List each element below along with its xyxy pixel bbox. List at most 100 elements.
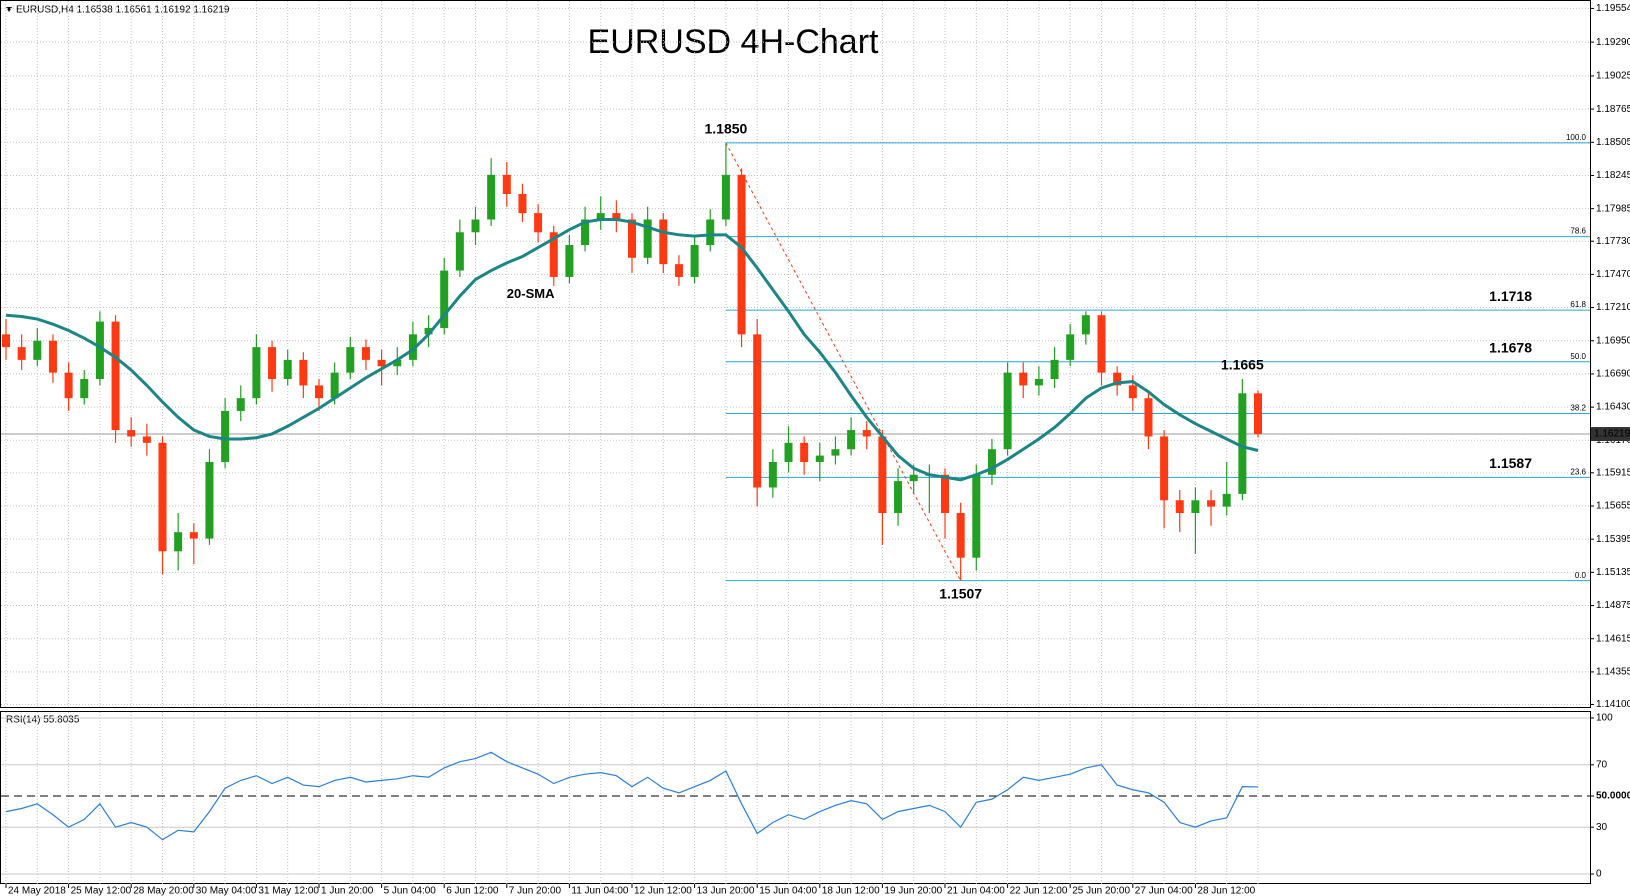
candle-body — [659, 219, 668, 265]
x-tick-label: 24 May 2018 — [8, 886, 66, 896]
current-price-label: 1.16219 — [1594, 429, 1630, 440]
x-tick-label: 15 Jun 04:00 — [759, 886, 817, 896]
candle-body — [361, 347, 370, 360]
candle-body — [862, 430, 871, 437]
x-tick-label: 12 Jun 12:00 — [634, 886, 692, 896]
candle-body — [393, 359, 402, 367]
candle-body — [674, 264, 683, 277]
y-tick-label: 1.15395 — [1596, 534, 1630, 545]
candle-body — [628, 219, 636, 258]
fib-level-label: 78.6 — [1570, 227, 1586, 236]
sma-label: 20-SMA — [507, 286, 555, 301]
candle-body — [205, 461, 214, 539]
candle-body — [33, 340, 42, 360]
x-tick-label: 6 Jun 12:00 — [446, 886, 499, 896]
candle-body — [111, 321, 120, 431]
sma-line — [5, 218, 1259, 482]
x-tick-label: 19 Jun 20:00 — [884, 886, 942, 896]
candle-body — [299, 359, 308, 386]
candle-body — [784, 442, 793, 462]
candle-body — [847, 430, 856, 450]
candle-body — [471, 219, 480, 233]
y-tick-label: 1.14355 — [1596, 667, 1630, 678]
candle-body — [581, 219, 590, 246]
y-tick-label: 1.18765 — [1596, 104, 1630, 115]
candle-body — [596, 213, 605, 220]
candle-body — [894, 481, 903, 514]
candle-body — [1207, 500, 1216, 507]
x-tick-label: 5 Jun 04:00 — [384, 886, 437, 896]
x-tick-label: 28 Jun 12:00 — [1197, 886, 1255, 896]
candle-body — [127, 430, 136, 437]
candle-body — [941, 474, 949, 514]
candle-body — [1144, 398, 1153, 437]
fib-level-label: 38.2 — [1570, 404, 1586, 413]
candle-body — [1238, 393, 1247, 494]
y-tick-label: 1.14615 — [1596, 633, 1630, 644]
candle-body — [831, 449, 840, 456]
candle-body — [1175, 500, 1184, 514]
x-tick-label: 21 Jun 04:00 — [947, 886, 1005, 896]
candle-body — [95, 321, 104, 380]
chart-header: EURUSD,H4 1.16538 1.16561 1.16192 1.1621… — [16, 5, 230, 16]
candle-body — [346, 347, 355, 373]
candle-body — [440, 270, 449, 328]
candle-body — [549, 232, 558, 277]
candle-body — [487, 174, 496, 220]
candle-body — [1222, 493, 1231, 507]
candle-body — [1128, 385, 1137, 399]
y-tick-label: 1.14100 — [1596, 699, 1630, 710]
candle-body — [1191, 500, 1200, 514]
candle-body — [815, 455, 824, 462]
candle-body — [706, 219, 715, 246]
y-tick-label: 50.0000 — [1596, 791, 1630, 802]
y-tick-label: 1.18245 — [1596, 170, 1630, 181]
price-annotation: 1.1678 — [1489, 339, 1532, 355]
y-tick-label: 1.16690 — [1596, 369, 1630, 380]
rsi-line — [5, 751, 1259, 841]
candle-body — [612, 213, 621, 220]
candle-body — [768, 461, 777, 488]
x-tick-label: 13 Jun 20:00 — [697, 886, 755, 896]
y-tick-label: 70 — [1596, 759, 1608, 770]
fib-level-label: 23.6 — [1570, 468, 1586, 477]
candle-body — [377, 359, 386, 367]
candle-body — [142, 436, 151, 443]
candle-body — [1097, 315, 1106, 373]
candle-body — [690, 245, 699, 277]
price-annotation: 1.1850 — [704, 121, 747, 137]
candle-body — [800, 442, 809, 462]
candle-body — [878, 436, 887, 514]
price-annotation: 1.1507 — [939, 585, 982, 601]
price-annotation: 1.1587 — [1489, 455, 1532, 471]
x-tick-label: 28 May 20:00 — [133, 886, 194, 896]
candle-body — [737, 174, 746, 335]
candle-body — [502, 174, 511, 194]
y-tick-label: 1.19025 — [1596, 71, 1630, 82]
candle-body — [1034, 379, 1043, 386]
candle-body — [221, 410, 230, 462]
candle-body — [534, 213, 543, 233]
fib-level-label: 50.0 — [1570, 352, 1586, 361]
y-tick-label: 1.14875 — [1596, 600, 1630, 611]
x-tick-label: 25 May 12:00 — [71, 886, 132, 896]
y-tick-label: 1.15655 — [1596, 501, 1630, 512]
candle-body — [1081, 315, 1090, 335]
candle-body — [753, 334, 762, 488]
candle-body — [1003, 372, 1012, 450]
candle-body — [956, 513, 965, 558]
rsi-panel — [0, 711, 1591, 884]
candle-body — [48, 340, 57, 373]
x-tick-label: 11 Jun 04:00 — [571, 886, 629, 896]
y-tick-label: 1.19290 — [1596, 37, 1630, 48]
y-tick-label: 1.18505 — [1596, 137, 1630, 148]
current-price-tag — [1591, 427, 1630, 442]
candle-body — [987, 449, 996, 475]
candle-body — [158, 442, 167, 552]
candle-body — [1160, 436, 1169, 501]
main-panel — [0, 0, 1591, 708]
candle-body — [455, 232, 464, 271]
x-tick-label: 25 Jun 20:00 — [1072, 886, 1130, 896]
